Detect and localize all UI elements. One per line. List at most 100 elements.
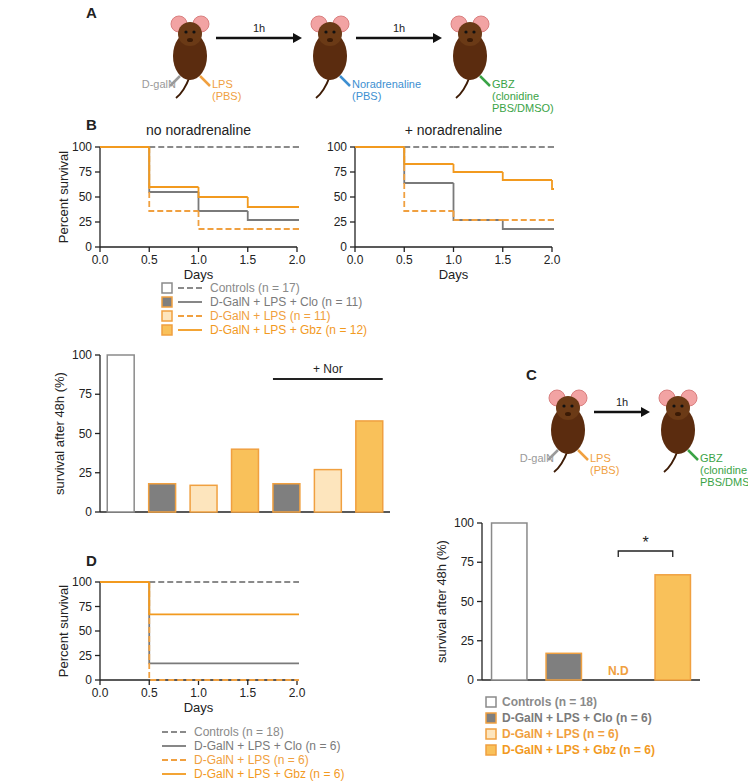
x-tick-label: 2.0 [544,253,561,267]
bar [190,485,217,512]
x-tick-label: 2.0 [289,253,306,267]
legend-line [162,731,186,733]
x-tick [551,247,552,252]
mouse-body [551,406,585,454]
x-axis-label: Days [439,267,469,282]
arrow-head [293,33,302,43]
bar [107,355,134,512]
survival-step [248,211,297,220]
injection-label: GBZ [700,452,723,464]
x-tick [247,680,248,685]
legend: Controls (n = 18)D-GalN + LPS + Clo (n =… [486,695,655,757]
survival-step [199,146,248,148]
survival-step [248,228,297,230]
mouse-eye [464,30,467,33]
survival-step [149,582,297,614]
y-tick [350,221,355,222]
y-tick-label: 75 [334,165,348,179]
injection-label: GBZ [492,78,515,90]
y-tick-label: 75 [461,555,475,569]
mouse-eye [184,30,187,33]
survival-step [355,146,404,148]
injection-label: PBS/DMSO) [492,102,554,114]
survival-step [199,192,248,211]
y-axis-label: Percent survival [56,585,71,678]
x-tick [296,247,297,252]
legend-label: Controls (n = 17) [210,281,300,295]
survival-step [297,679,299,681]
mouse-body [453,32,487,80]
y-tick-label: 50 [79,190,93,204]
survival-step [503,219,552,221]
y-axis-label: Percent survival [56,151,71,244]
x-tick [149,247,150,252]
x-tick [502,247,503,252]
panel-letter: A [86,4,97,21]
y-tick-label: 75 [79,387,93,401]
chart: 0255075100Percent survivalno noradrenali… [56,122,306,282]
x-tick-label: 0.0 [92,686,109,700]
survival-step [100,146,149,148]
y-tick [95,630,100,631]
plot-area [492,523,691,680]
x-tick [198,247,199,252]
panel-letter: B [86,116,97,133]
injection-label: (clonidine [700,464,747,476]
injection-label: (PBS) [212,90,241,102]
survival-step [149,582,297,663]
syringe [480,76,490,86]
arrow-shaft [356,37,436,40]
survival-step [100,146,149,148]
y-tick [477,522,482,523]
injection-label: LPS [212,78,233,90]
bar [314,470,341,512]
survival-step [100,146,149,148]
survival-step [199,211,248,229]
survival-step [355,146,404,148]
mouse-body [661,406,695,454]
y-tick-label: 25 [79,649,93,663]
x-axis-label: Days [184,267,214,282]
survival-step [552,146,554,148]
y-tick-label: 25 [79,215,93,229]
y-tick-label: 25 [79,466,93,480]
plot-area [100,147,299,229]
significance-bracket [618,551,673,557]
y-tick [350,171,355,172]
survival-step [149,146,198,148]
y-tick [95,394,100,395]
survival-step [149,582,297,680]
survival-step [100,146,149,148]
survival-step [552,228,554,230]
x-tick [247,247,248,252]
mouse-head [318,22,342,46]
legend-swatch [162,283,172,293]
significance-label: * [642,534,648,551]
survival-step [248,197,297,207]
survival-step [454,211,503,220]
x-tick-label: 0.5 [141,253,158,267]
diagram: D-galNLPS(PBS)Noradrenaline(PBS)GBZ(clon… [142,16,554,114]
legend-line [162,759,186,761]
legend-line [178,287,202,289]
legend-swatch [486,697,496,707]
survival-step [297,206,299,208]
survival-step [100,581,149,583]
x-tick [149,680,150,685]
x-tick-label: 0.0 [92,253,109,267]
legend-label: D-GalN + LPS (n = 6) [502,727,619,741]
y-tick-label: 25 [461,634,475,648]
survival-step [503,172,552,180]
legend-label: D-GalN + LPS + Clo (n = 11) [210,295,362,309]
mouse-eye [680,404,683,407]
y-tick [95,196,100,197]
arrow-label: 1h [253,22,265,34]
y-tick-label: 75 [79,600,93,614]
group-label: + Nor [313,362,343,376]
plot-area [107,355,383,512]
bar [273,484,300,512]
x-tick-label: 0.5 [396,253,413,267]
survival-step [297,146,299,148]
legend-line [162,773,186,775]
legend-swatch [162,325,172,335]
